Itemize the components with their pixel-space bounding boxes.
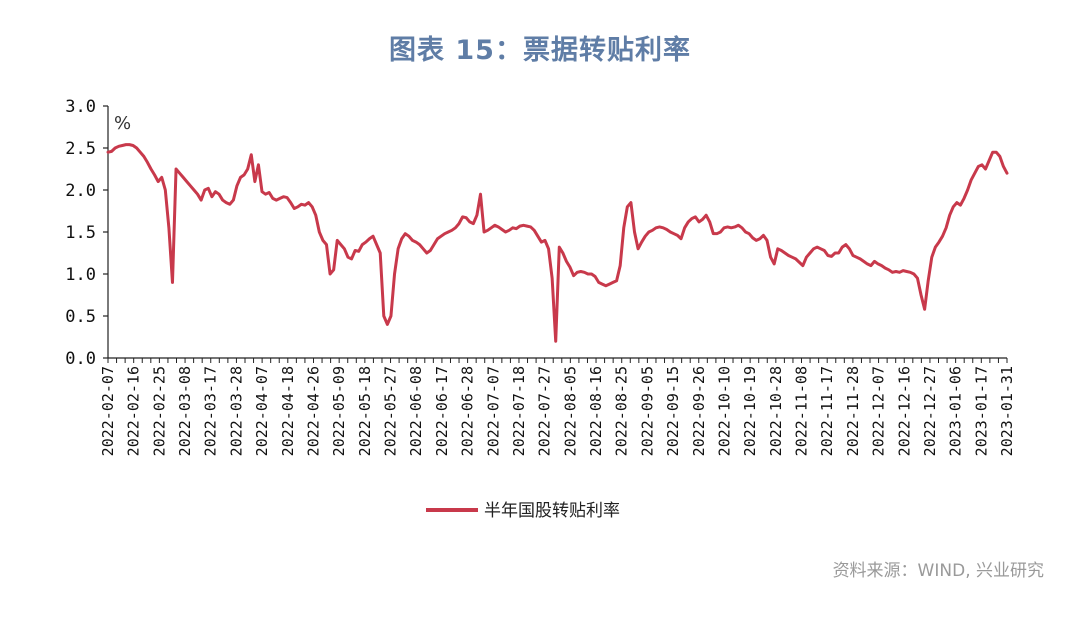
series-line-half-year-rate: [106, 143, 1009, 343]
y-tick-label: 1.0: [65, 265, 96, 285]
x-tick-label: 2022-06-17: [433, 366, 451, 456]
x-tick-label: 2022-03-17: [202, 366, 220, 456]
x-tick-label: 2022-07-27: [536, 366, 554, 456]
x-tick-label: 2022-08-25: [613, 366, 631, 456]
x-tick-label: 2022-02-07: [99, 366, 117, 456]
y-axis: 0.0 0.5 1.0 1.5 2.0 2.5 3.0: [65, 97, 109, 369]
y-tick-label: 2.5: [65, 139, 96, 159]
x-tick-label: 2022-07-07: [484, 366, 502, 456]
x-tick-label: 2022-04-18: [279, 366, 297, 456]
x-tick-label: 2022-11-17: [818, 366, 836, 456]
x-tick-label: 2022-03-08: [176, 366, 194, 456]
unit-label: %: [114, 113, 131, 134]
legend: 半年国股转贴利率: [426, 501, 620, 521]
x-tick-label: 2022-12-07: [870, 366, 888, 456]
x-tick-label: 2023-01-31: [998, 366, 1016, 456]
x-tick-label: 2022-02-25: [150, 366, 168, 456]
chart-title: 图表 15：票据转贴利率: [389, 35, 691, 66]
x-axis: 2022-02-07 2022-02-16 2022-02-25 2022-03-08…: [99, 357, 1016, 456]
source-note: 资料来源：WIND, 兴业研究: [832, 561, 1044, 581]
x-tick-label: 2022-08-16: [587, 366, 605, 456]
x-tick-label: 2022-09-05: [638, 366, 656, 456]
x-tick-label: 2022-06-08: [407, 366, 425, 456]
x-tick-label: 2022-08-05: [561, 366, 579, 456]
x-tick-label: 2022-02-16: [125, 366, 143, 456]
x-tick-label: 2022-04-07: [253, 366, 271, 456]
x-tick-label: 2022-06-28: [459, 366, 477, 456]
x-tick-label: 2022-11-28: [844, 366, 862, 456]
x-tick-label: 2022-12-27: [921, 366, 939, 456]
legend-label: 半年国股转贴利率: [484, 501, 620, 521]
x-tick-label: 2022-09-15: [664, 366, 682, 456]
x-tick-label: 2023-01-06: [947, 366, 965, 456]
y-tick-label: 0.5: [65, 307, 96, 327]
x-tick-label: 2022-07-18: [510, 366, 528, 456]
x-tick-label: 2022-10-10: [715, 366, 733, 456]
x-tick-label: 2022-10-28: [767, 366, 785, 456]
x-tick-label: 2022-09-26: [690, 366, 708, 456]
y-tick-label: 2.0: [65, 181, 96, 201]
x-tick-label: 2022-05-27: [382, 366, 400, 456]
x-tick-label: 2022-11-08: [793, 366, 811, 456]
x-tick-label: 2022-12-16: [895, 366, 913, 456]
x-tick-label: 2022-05-09: [330, 366, 348, 456]
x-tick-label: 2022-04-26: [304, 366, 322, 456]
x-tick-label: 2023-01-17: [972, 366, 990, 456]
y-tick-label: 1.5: [65, 223, 96, 243]
x-tick-label: 2022-10-19: [741, 366, 759, 456]
y-tick-label: 0.0: [65, 349, 96, 369]
x-tick-label: 2022-05-18: [356, 366, 374, 456]
x-tick-label: 2022-03-28: [227, 366, 245, 456]
y-tick-label: 3.0: [65, 97, 96, 117]
